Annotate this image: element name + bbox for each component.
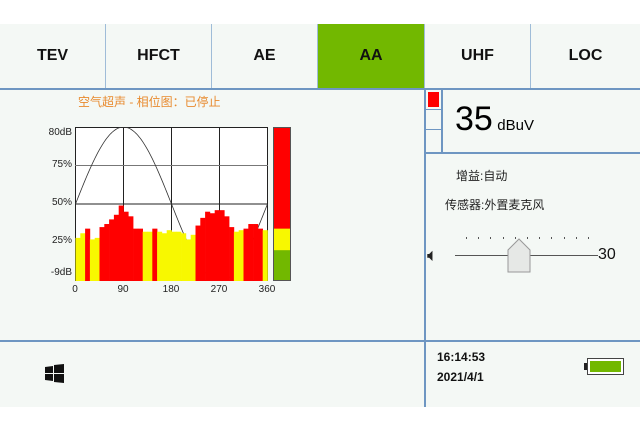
phase-bar xyxy=(238,230,244,281)
phase-bar xyxy=(147,231,153,281)
y-tick: 50% xyxy=(51,197,72,208)
phase-bar xyxy=(185,239,191,281)
phase-bar xyxy=(123,211,129,281)
phase-bar xyxy=(176,231,182,281)
phase-bar xyxy=(118,205,124,281)
slider-tick xyxy=(539,237,541,239)
phase-bar xyxy=(233,231,239,281)
slider-tick xyxy=(490,237,492,239)
phase-bar xyxy=(181,233,187,281)
phase-bar xyxy=(214,210,220,281)
y-tick: 80dB xyxy=(48,127,72,138)
slider-tick xyxy=(551,237,553,239)
y-tick: 25% xyxy=(51,235,72,246)
phase-bar xyxy=(85,228,91,281)
phase-bar xyxy=(248,224,254,281)
phase-bar xyxy=(152,228,158,281)
tab-bar: TEV HFCT AE AA UHF LOC xyxy=(0,24,640,90)
phase-bar xyxy=(109,219,115,281)
phase-bar xyxy=(113,214,119,281)
indicator-strip xyxy=(426,90,443,153)
slider-tick xyxy=(502,237,504,239)
phase-bar xyxy=(171,231,177,281)
phase-bar xyxy=(205,211,211,281)
phase-bar xyxy=(166,230,172,281)
slider-tick xyxy=(466,237,467,239)
reading: 35 dBuV xyxy=(455,100,534,139)
phase-bar xyxy=(142,231,148,281)
phase-bar xyxy=(161,233,167,281)
phase-bar xyxy=(190,234,196,281)
phase-bar xyxy=(80,233,86,281)
sensor-label: 传感器:外置麦克风 xyxy=(445,198,545,212)
reading-unit: dBuV xyxy=(497,117,534,134)
windows-icon[interactable] xyxy=(45,364,65,384)
phase-bar xyxy=(99,227,105,281)
tab-tev[interactable]: TEV xyxy=(0,24,106,88)
phase-bar xyxy=(133,228,139,281)
slider-tick xyxy=(478,237,480,239)
gain-label: 增益:自动 xyxy=(456,169,508,183)
volume-slider-thumb[interactable] xyxy=(507,238,531,273)
reading-value: 35 xyxy=(455,100,493,138)
tab-aa[interactable]: AA xyxy=(318,24,425,88)
phase-bar xyxy=(262,230,268,281)
speaker-icon[interactable]: 🔈︎ xyxy=(427,245,438,265)
y-tick: 75% xyxy=(51,159,72,170)
chart-title: 空气超声 - 相位图：已停止 xyxy=(78,95,221,109)
phase-bar xyxy=(157,231,163,281)
slider-tick xyxy=(588,237,589,239)
phase-bar xyxy=(243,228,249,281)
volume-value: 30 xyxy=(598,246,616,263)
tab-ae[interactable]: AE xyxy=(212,24,318,88)
phase-bar xyxy=(219,210,225,281)
x-tick: 180 xyxy=(162,284,180,295)
phase-bar xyxy=(253,224,259,281)
alarm-indicator xyxy=(428,92,439,107)
phase-chart xyxy=(75,127,268,281)
phase-bar xyxy=(200,217,206,281)
phase-bar xyxy=(137,228,143,281)
slider-tick xyxy=(575,237,577,239)
tab-loc[interactable]: LOC xyxy=(568,47,603,64)
y-tick: -9dB xyxy=(50,267,72,278)
phase-bar xyxy=(229,227,235,281)
phase-bar xyxy=(89,239,95,281)
x-tick: 90 xyxy=(117,284,129,295)
phase-bar xyxy=(195,225,201,281)
phase-bar xyxy=(104,224,110,281)
slider-tick xyxy=(514,237,516,239)
date: 2021/4/1 xyxy=(437,370,484,384)
x-tick: 0 xyxy=(72,284,78,295)
tab-uhf[interactable]: UHF xyxy=(425,24,531,88)
time: 16:14:53 xyxy=(437,350,486,364)
level-red xyxy=(273,127,291,229)
phase-bar xyxy=(128,216,134,281)
phase-bar xyxy=(224,216,230,281)
status-bar: 16:14:53 2021/4/1 xyxy=(0,340,640,408)
x-tick: 360 xyxy=(258,284,276,295)
phase-bar xyxy=(257,228,263,281)
phase-bar xyxy=(75,237,81,281)
slider-tick xyxy=(527,237,528,239)
tab-hfct[interactable]: HFCT xyxy=(106,24,212,88)
level-meter xyxy=(273,127,291,281)
slider-tick xyxy=(563,237,565,239)
x-tick: 270 xyxy=(210,284,228,295)
phase-bar xyxy=(94,237,100,281)
phase-bar xyxy=(209,213,215,281)
battery-icon xyxy=(584,358,624,375)
battery-fill xyxy=(590,361,621,372)
